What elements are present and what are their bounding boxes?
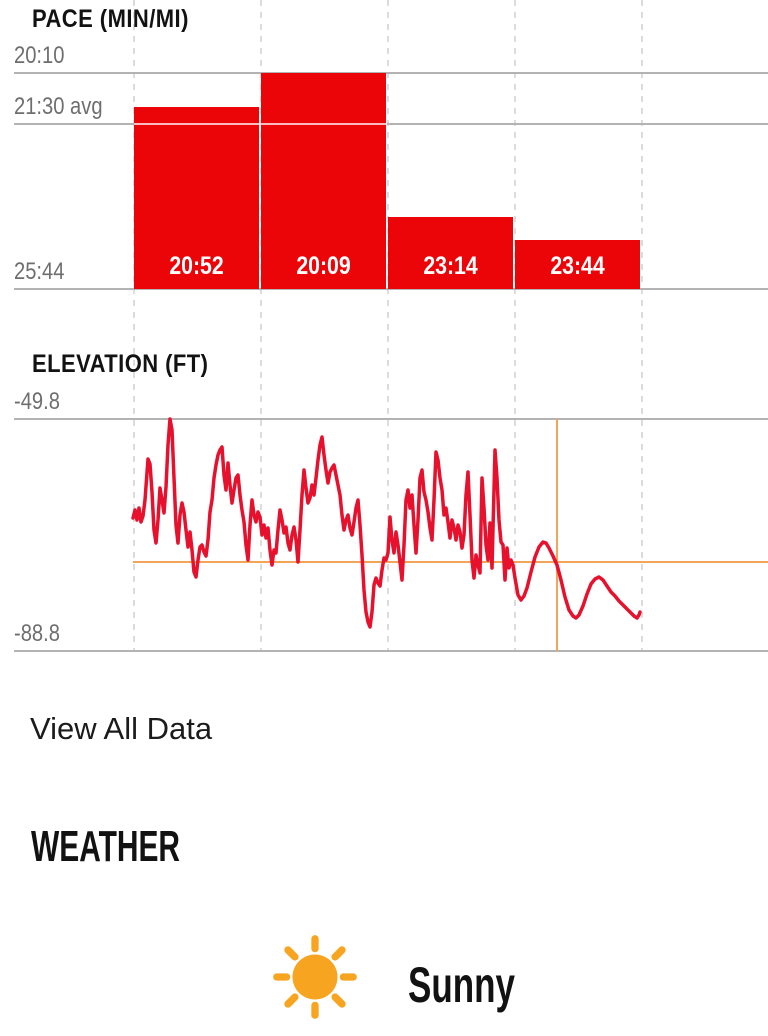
axis-line [14,72,768,74]
pace-bar[interactable]: 23:14 [388,217,513,289]
pace-split-value: 20:09 [296,252,351,280]
axis-line [14,288,768,290]
axis-tick-label: -88.8 [14,620,60,647]
average-pace-line [134,123,387,125]
axis-line [14,418,768,420]
weather-condition: Sunny [408,957,515,1013]
pace-chart-title: PACE (MIN/MI) [32,5,189,33]
pace-split-value: 20:52 [169,252,224,280]
pace-bar[interactable]: 20:09 [261,73,386,289]
pace-split-value: 23:14 [423,252,478,280]
axis-tick-label: -49.8 [14,388,60,415]
gridline-vertical [514,0,516,651]
gridline-vertical [133,0,135,651]
axis-line [14,123,768,125]
view-all-data-link[interactable]: View All Data [30,711,213,746]
gridline-vertical [260,0,262,651]
crosshair-horizontal-line [133,561,768,563]
pace-bar[interactable]: 23:44 [515,240,640,289]
elevation-line [131,417,642,629]
axis-tick-label: 20:10 [14,42,65,69]
gridline-vertical [641,0,643,651]
axis-tick-label: 25:44 [14,258,65,285]
pace-bar[interactable]: 20:52 [134,107,259,289]
axis-line [14,650,768,652]
sun-icon [273,935,357,1019]
pace-split-value: 23:44 [550,252,605,280]
crosshair-vertical-line [556,419,558,651]
elevation-chart-title: ELEVATION (FT) [32,350,209,378]
gridline-vertical [387,0,389,651]
axis-tick-label: 21:30 avg [14,93,103,120]
weather-heading: WEATHER [31,822,181,871]
